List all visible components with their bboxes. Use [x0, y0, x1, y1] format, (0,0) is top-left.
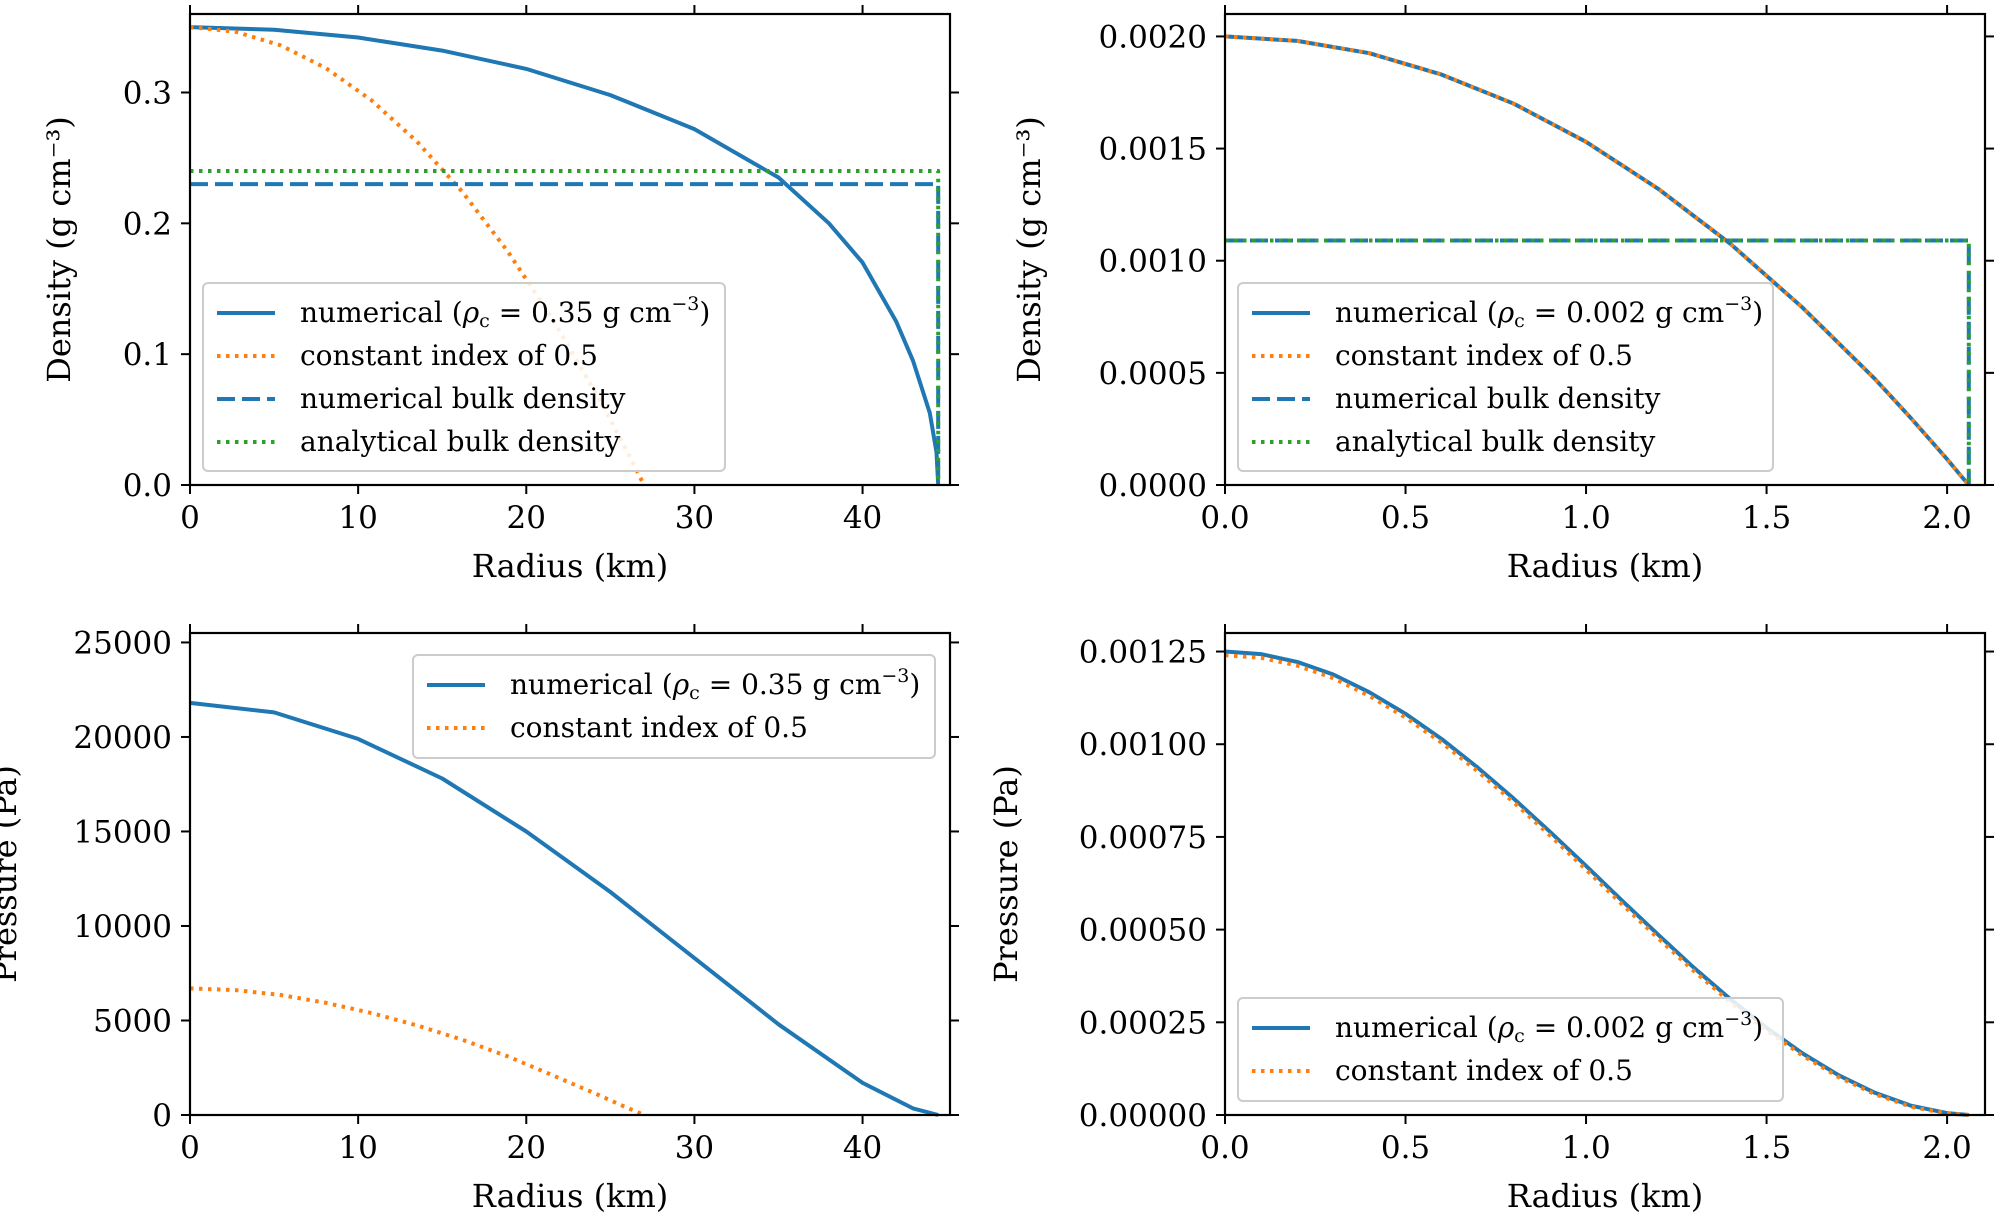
legend-label: numerical bulk density: [300, 382, 626, 415]
y-tick-label: 15000: [73, 814, 172, 850]
legend-label: constant index of 0.5: [1335, 339, 1633, 372]
x-tick-label: 1.5: [1742, 500, 1791, 536]
x-tick-label: 1.0: [1561, 1130, 1610, 1166]
x-tick-label: 0.5: [1381, 500, 1430, 536]
panel-pressure-small: 0.0 0.5 1.0 1.5 2.0 0.00000 0.00025 0.00050 0.00…: [987, 624, 1994, 1215]
y-tick-label: 0.00075: [1079, 820, 1207, 856]
y-tick-label: 0.0015: [1099, 132, 1207, 168]
x-tick-label: 10: [338, 500, 377, 536]
series-line-numerical-c-0-002-g-cm-: [1224, 34, 1971, 487]
y-tick-label: 0.0020: [1099, 19, 1207, 55]
y-tick-label: 0.0005: [1099, 356, 1207, 392]
legend-label: numerical (ρc = 0.35 g cm−3): [300, 293, 710, 332]
legend: numerical (ρc = 0.35 g cm−3) constant ind…: [412, 654, 936, 759]
y-tick-label: 0.1: [123, 337, 172, 373]
x-axis-title: Radius (km): [1507, 1177, 1704, 1215]
legend-label: numerical bulk density: [1335, 382, 1661, 415]
x-tick-label: 0.0: [1200, 1130, 1249, 1166]
series-group: [1224, 34, 1971, 487]
legend-label: numerical (ρc = 0.002 g cm−3): [1335, 1008, 1763, 1047]
series-line-numerical-c-0-35-g-cm-: [189, 25, 941, 486]
x-axis-title: Radius (km): [472, 547, 669, 585]
x-axis-title: Radius (km): [1507, 547, 1704, 585]
y-tick-label: 0.2: [123, 206, 172, 242]
legend-box: [1237, 997, 1784, 1102]
legend-box: [412, 654, 936, 759]
axes-frame: [1223, 12, 1987, 487]
x-tick-label: 0.0: [1200, 500, 1249, 536]
y-tick-label: 0: [152, 1098, 172, 1134]
x-tick-label: 0: [180, 500, 200, 536]
y-axis-title: Density (g cm⁻³): [1010, 116, 1048, 383]
x-tick-label: 20: [507, 500, 546, 536]
x-tick-label: 2.0: [1922, 500, 1971, 536]
legend-label: analytical bulk density: [1335, 425, 1656, 458]
x-tick-label: 40: [843, 1130, 882, 1166]
series-line-numerical-c-0-35-g-cm-: [189, 700, 939, 1117]
x-tick-label: 30: [675, 1130, 714, 1166]
y-tick-label: 0.00125: [1079, 635, 1207, 671]
y-tick-label: 25000: [73, 625, 172, 661]
legend-label: analytical bulk density: [300, 425, 621, 458]
y-tick-label: 20000: [73, 720, 172, 756]
y-tick-label: 0.0: [123, 468, 172, 504]
legend: numerical (ρc = 0.002 g cm−3) constant in…: [1237, 997, 1784, 1102]
y-tick-label: 0.0010: [1099, 244, 1207, 280]
x-tick-label: 0: [180, 1130, 200, 1166]
x-tick-label: 1.0: [1561, 500, 1610, 536]
legend-label: constant index of 0.5: [300, 339, 598, 372]
panel-pressure-large: 0 10 20 30 40 0 5000 10000 15000 20000 25000 Radius…: [0, 624, 959, 1215]
x-tick-label: 20: [507, 1130, 546, 1166]
y-axis-title: Pressure (Pa): [987, 765, 1025, 983]
y-axis-title: Pressure (Pa): [0, 765, 24, 983]
x-tick-label: 30: [675, 500, 714, 536]
x-axis-title: Radius (km): [472, 1177, 669, 1215]
series-group: [189, 700, 939, 1117]
y-tick-label: 0.3: [123, 76, 172, 112]
y-tick-label: 10000: [73, 909, 172, 945]
y-tick-label: 0.00100: [1079, 727, 1207, 763]
y-tick-label: 5000: [93, 1003, 172, 1039]
panel-density-small: 0.0 0.5 1.0 1.5 2.0 0.0000 0.0005 0.0010 0.0015 0…: [1010, 5, 1994, 585]
legend-box: [1237, 282, 1774, 472]
y-tick-label: 0.00050: [1079, 913, 1207, 949]
legend-label: constant index of 0.5: [510, 711, 808, 744]
axes-frame: [1223, 631, 1987, 1117]
y-tick-label: 0.00000: [1079, 1098, 1207, 1134]
series-line-analytical-bulk-density: [190, 169, 941, 485]
series-line-constant-index-of-0-5: [189, 986, 645, 1117]
legend: numerical (ρc = 0.002 g cm−3) constant in…: [1237, 282, 1774, 472]
y-tick-label: 0.00025: [1079, 1005, 1207, 1041]
x-tick-label: 10: [338, 1130, 377, 1166]
legend-label: numerical (ρc = 0.35 g cm−3): [510, 665, 920, 704]
y-tick-label: 0.0000: [1099, 468, 1207, 504]
legend-label: constant index of 0.5: [1335, 1054, 1633, 1087]
x-tick-label: 1.5: [1742, 1130, 1791, 1166]
legend: numerical (ρc = 0.35 g cm−3) constant ind…: [202, 282, 726, 472]
y-axis-title: Density (g cm⁻³): [40, 116, 78, 383]
axes-frame: [188, 12, 952, 487]
x-tick-label: 2.0: [1922, 1130, 1971, 1166]
legend-box: [202, 282, 726, 472]
legend-label: numerical (ρc = 0.002 g cm−3): [1335, 293, 1763, 332]
series-line-numerical-bulk-density: [1225, 238, 1971, 485]
x-tick-label: 0.5: [1381, 1130, 1430, 1166]
axes-frame: [188, 631, 952, 1117]
panel-density-large: 0 10 20 30 40 0.0 0.1 0.2 0.3 Radius (km) Density …: [40, 5, 959, 585]
series-group: [1224, 649, 1969, 1117]
x-tick-label: 40: [843, 500, 882, 536]
